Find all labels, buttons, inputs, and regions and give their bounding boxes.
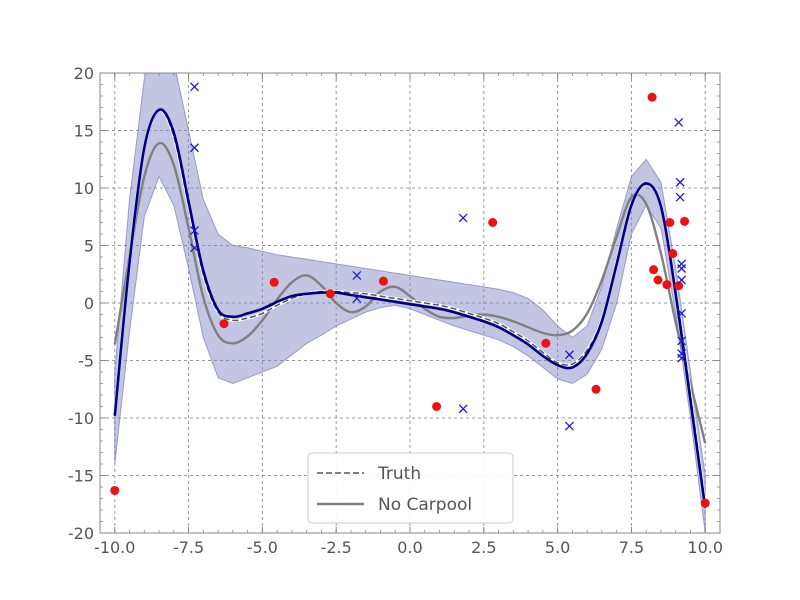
legend-label: No Carpool bbox=[378, 495, 472, 515]
y-tick-label: 20 bbox=[74, 64, 94, 83]
data-point-circle bbox=[219, 319, 229, 329]
data-point-x bbox=[352, 270, 362, 280]
plot-series bbox=[113, 73, 707, 533]
data-point-x bbox=[564, 421, 574, 431]
data-point-x bbox=[190, 82, 199, 92]
x-tick-label: 2.5 bbox=[471, 538, 496, 557]
x-tick-label: -7.5 bbox=[173, 538, 204, 557]
x-tick-label: 5.0 bbox=[545, 538, 570, 557]
data-point-circle bbox=[680, 216, 690, 226]
data-point-x bbox=[677, 264, 687, 273]
data-point-circle bbox=[110, 485, 120, 495]
data-point-x-stroke bbox=[675, 192, 685, 202]
data-point-x-stroke bbox=[677, 275, 687, 285]
x-tick-label: -10.0 bbox=[94, 538, 135, 557]
data-point-circle bbox=[653, 275, 663, 285]
data-point-x bbox=[190, 143, 199, 153]
data-point-circle bbox=[700, 498, 710, 508]
ticks: -10.0 -7.5 -5.0 -2.5 0.0 2.5 5.0 7.5 10.0 -20 -15 -… bbox=[68, 64, 723, 557]
data-point-x-stroke bbox=[190, 226, 199, 236]
legend: Truth No Carpool bbox=[307, 452, 514, 524]
legend-box bbox=[307, 452, 514, 524]
no-carpool-line bbox=[113, 141, 707, 444]
data-point-x bbox=[675, 192, 685, 202]
data-point-x-stroke bbox=[677, 264, 687, 273]
data-point-x bbox=[675, 177, 685, 187]
data-point-x bbox=[458, 213, 468, 223]
y-tick-label: -10 bbox=[68, 409, 94, 428]
data-point-x bbox=[677, 308, 687, 318]
y-tick-label: -5 bbox=[78, 352, 94, 371]
y-tick-label: -20 bbox=[68, 524, 94, 543]
data-point-circle bbox=[647, 92, 657, 102]
x-tick-label: 7.5 bbox=[619, 538, 644, 557]
y-tick-label: 5 bbox=[84, 237, 94, 256]
data-point-circle bbox=[662, 280, 672, 290]
data-point-x-stroke bbox=[564, 421, 574, 431]
data-point-x-stroke bbox=[674, 117, 684, 127]
data-point-x-stroke bbox=[677, 353, 687, 363]
data-point-x bbox=[458, 404, 468, 414]
data-point-circle bbox=[674, 281, 684, 291]
y-tick-label: -15 bbox=[68, 467, 94, 486]
data-point-x bbox=[677, 336, 687, 346]
data-point-circle bbox=[269, 277, 279, 287]
data-point-circle bbox=[591, 384, 601, 394]
data-point-circle bbox=[488, 218, 498, 227]
x-tick-label: 10.0 bbox=[687, 538, 723, 557]
data-point-x-stroke bbox=[352, 293, 362, 303]
data-point-circle bbox=[541, 338, 551, 348]
data-point-x bbox=[677, 353, 687, 363]
y-tick-label: 0 bbox=[84, 294, 94, 313]
x-tick-label: 0.0 bbox=[397, 538, 422, 557]
data-point-x-stroke bbox=[677, 336, 687, 346]
data-point-circle bbox=[665, 218, 675, 227]
data-point-circle bbox=[668, 249, 678, 259]
data-point-circle bbox=[432, 402, 442, 411]
data-point-x-stroke bbox=[190, 143, 199, 153]
x-tick-label: -2.5 bbox=[321, 538, 352, 557]
data-point-circle bbox=[649, 265, 659, 275]
data-point-x-stroke bbox=[190, 243, 199, 253]
y-tick-label: 15 bbox=[74, 122, 94, 141]
data-point-x-stroke bbox=[458, 213, 468, 223]
data-point-x-stroke bbox=[564, 350, 574, 360]
posterior-mean-line bbox=[113, 108, 707, 508]
data-point-x bbox=[677, 275, 687, 285]
legend-label: Truth bbox=[377, 464, 421, 484]
data-point-x-stroke bbox=[675, 177, 685, 187]
data-point-x bbox=[564, 350, 574, 360]
data-point-x-stroke bbox=[190, 82, 199, 92]
data-point-circle bbox=[325, 289, 335, 299]
data-point-x-stroke bbox=[677, 308, 687, 318]
data-point-x bbox=[190, 226, 199, 236]
data-point-x bbox=[352, 293, 362, 303]
y-tick-label: 10 bbox=[74, 179, 94, 198]
x-tick-label: -5.0 bbox=[247, 538, 278, 557]
data-point-x-stroke bbox=[458, 404, 468, 414]
data-point-x bbox=[674, 117, 684, 127]
data-point-circle bbox=[378, 276, 388, 286]
data-point-x bbox=[190, 243, 199, 253]
data-point-x-stroke bbox=[352, 270, 362, 280]
